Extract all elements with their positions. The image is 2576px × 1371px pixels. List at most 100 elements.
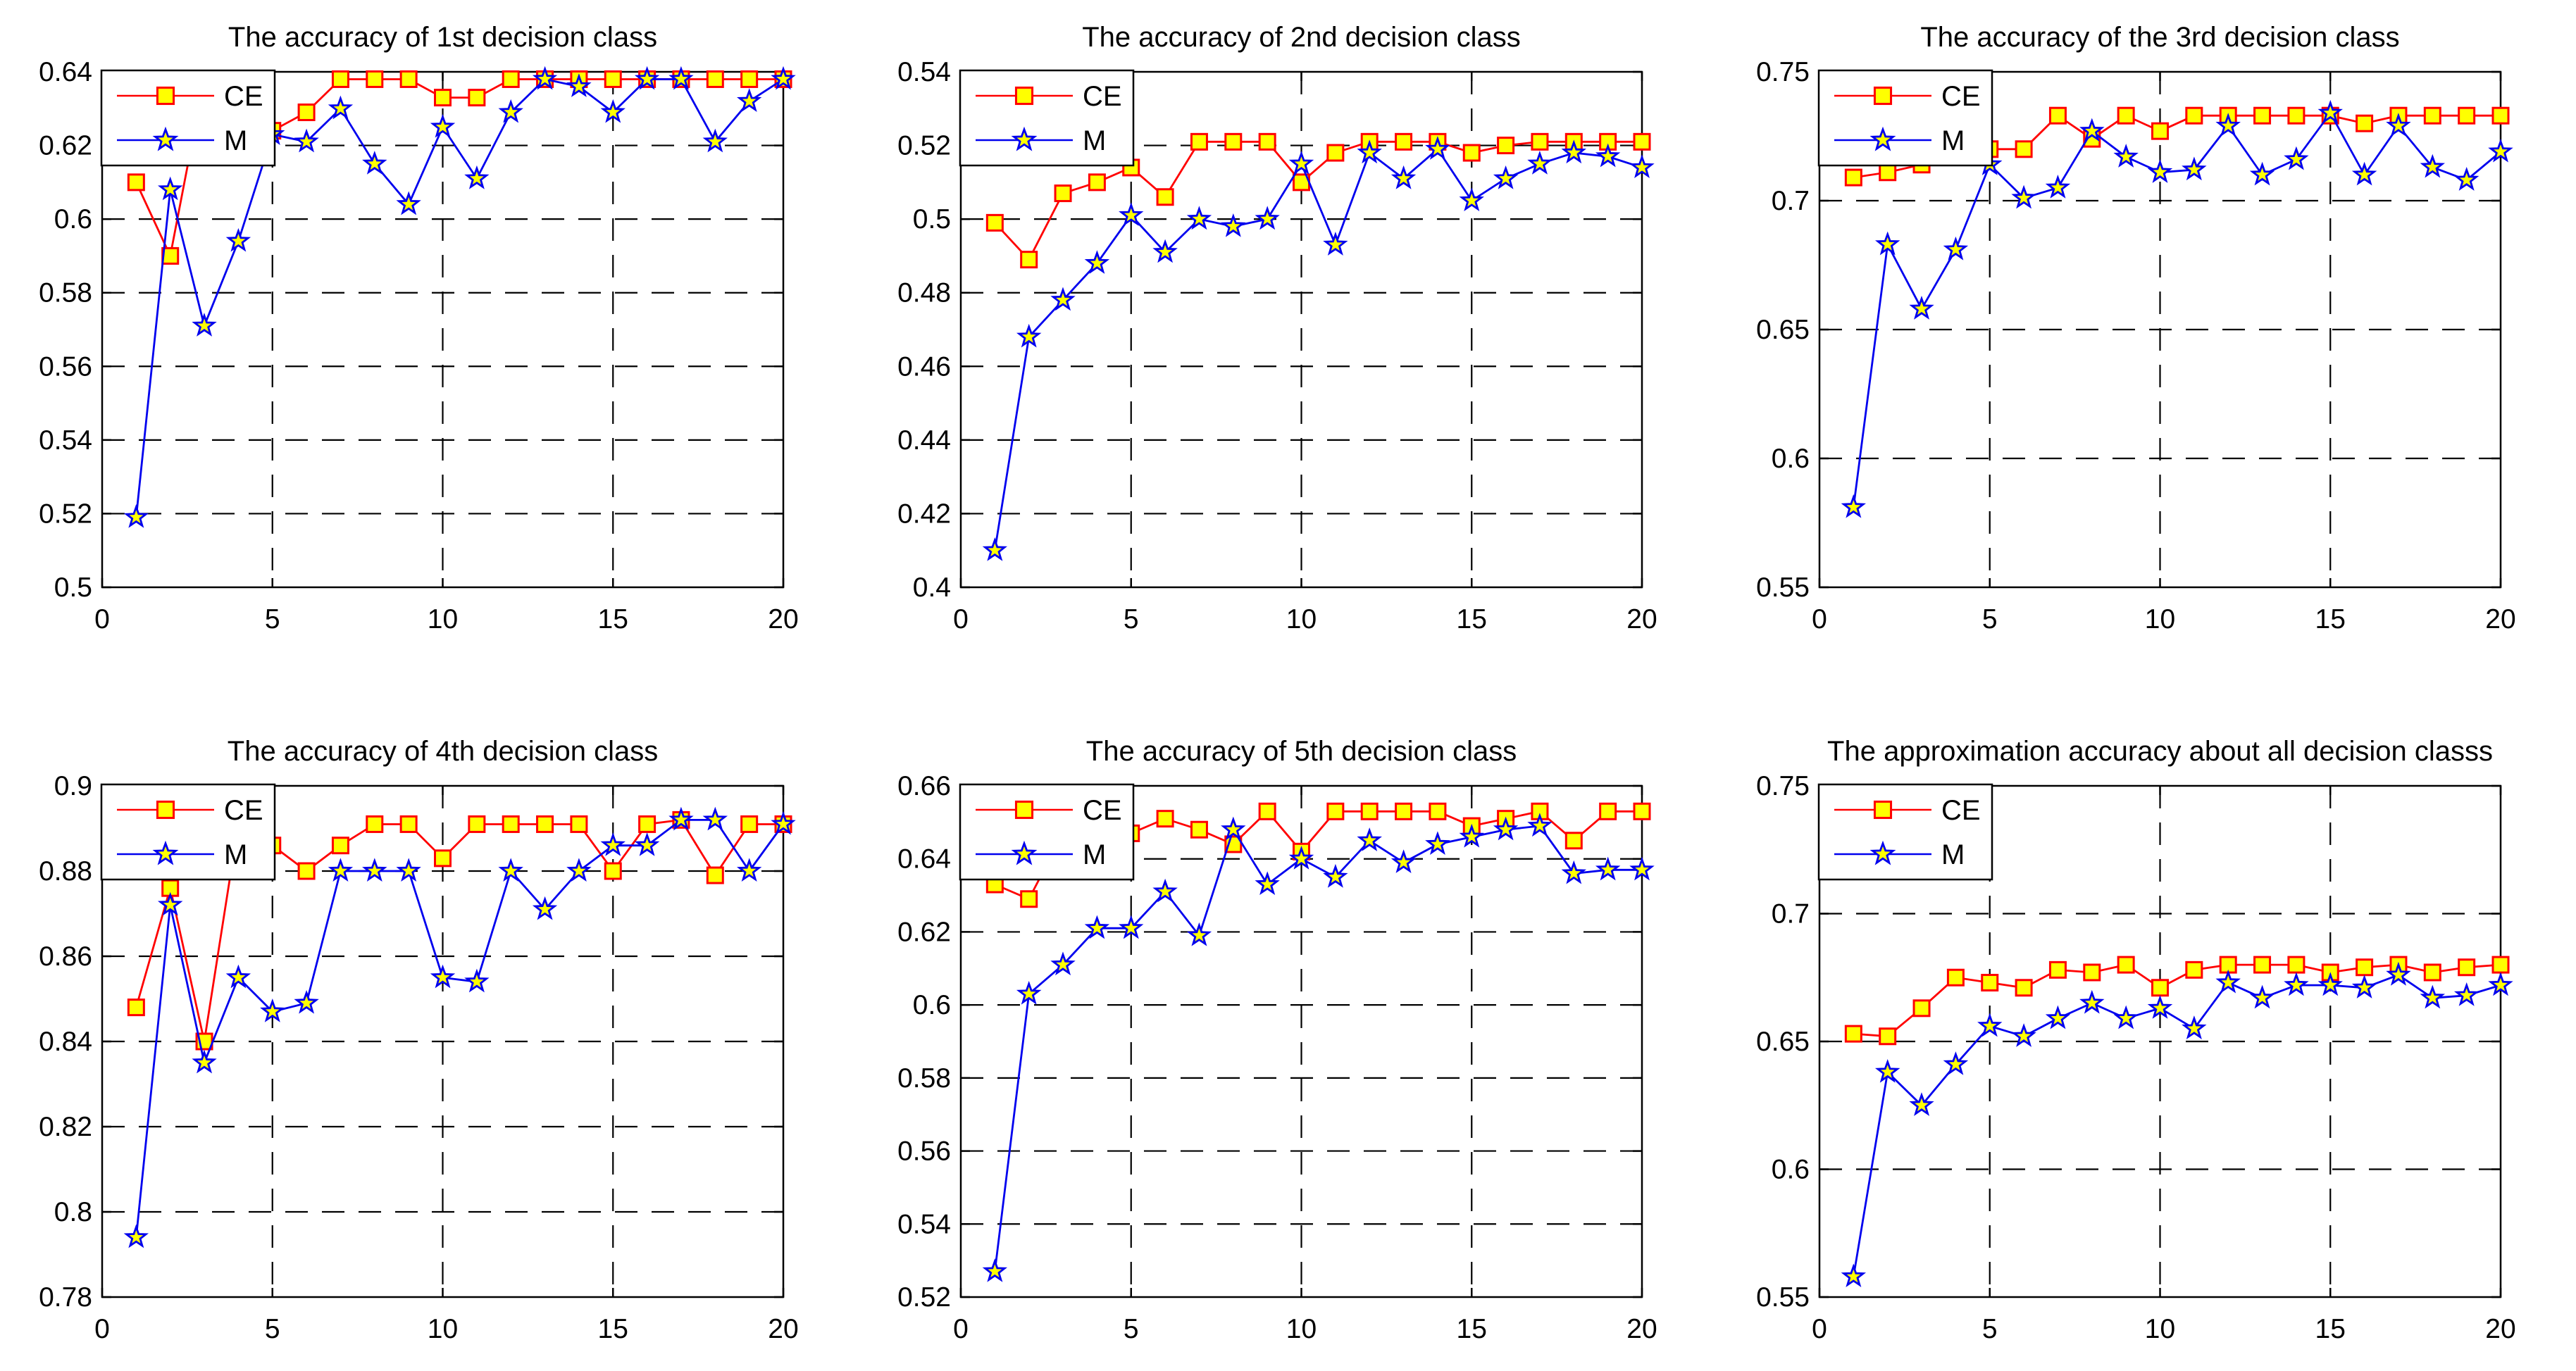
x-tick-label: 5 [265, 604, 280, 634]
legend-box: CE M [959, 69, 1135, 167]
series-m-marker [123, 1224, 149, 1248]
y-tick-label: 0.6 [913, 990, 951, 1020]
series-ce-marker [1224, 132, 1243, 151]
series-m-marker [498, 99, 523, 123]
x-tick-label: 15 [1457, 604, 1487, 634]
panel-title: The accuracy of 2nd decision class [1082, 22, 1521, 53]
series-ce-marker [1429, 802, 1447, 820]
series-ce-marker [434, 89, 452, 107]
panel-title: The accuracy of 4th decision class [228, 736, 658, 767]
x-tick-label: 5 [1124, 604, 1139, 634]
series-m-marker [1288, 846, 1314, 870]
series-m-marker [2249, 984, 2275, 1009]
panel-title: The accuracy of 1st decision class [228, 22, 657, 53]
series-ce-marker [2015, 140, 2033, 158]
legend-box: CE M [100, 783, 276, 881]
series-m-marker [1390, 849, 1417, 873]
legend-label-ce: CE [224, 795, 263, 826]
series-m-marker [702, 128, 728, 153]
series-m-marker [1874, 1058, 1900, 1083]
series-ce-marker [366, 815, 384, 833]
y-tick-label: 0.5 [913, 204, 951, 234]
legend-marker-ce [156, 86, 175, 106]
x-tick-label: 15 [598, 604, 628, 634]
series-m-marker [1357, 139, 1382, 164]
legend-label-m: M [224, 125, 247, 156]
chart-panel-2: 0 5 10 15 20 0.4 0.42 0.44 0.46 0.48 0.5 0.52 0.54 Th… [859, 0, 1717, 685]
y-tick-label: 0.66 [897, 771, 951, 801]
series-m-marker [1841, 1263, 1867, 1288]
series-m-marker [1357, 827, 1382, 851]
legend-label-ce: CE [1083, 81, 1122, 112]
y-tick-label: 0.54 [897, 57, 951, 87]
series-ce-marker [1156, 810, 1174, 828]
legend-marker-m [152, 840, 179, 865]
series-m-marker [1084, 915, 1110, 939]
series-m-marker [2488, 972, 2513, 996]
legend-label-m: M [1083, 125, 1106, 156]
series-m-marker [1119, 915, 1144, 939]
series-m-marker [1152, 239, 1178, 263]
series-m-marker [396, 191, 421, 215]
series-m-marker [1875, 231, 1900, 256]
series-ce-marker [366, 70, 384, 88]
x-tick-label: 10 [2145, 604, 2175, 634]
series-ce-marker [570, 815, 588, 833]
series-ce-marker [331, 70, 349, 88]
series-m-marker [737, 88, 762, 112]
legend-label-m: M [1941, 839, 1965, 870]
y-tick-label: 0.46 [897, 351, 951, 382]
series-m-marker [430, 964, 456, 989]
y-tick-label: 0.54 [39, 425, 92, 456]
legend-marker-ce [1873, 86, 1893, 106]
y-tick-label: 0.7 [1772, 899, 1810, 929]
series-m-marker [328, 95, 354, 120]
series-ce-marker [1054, 184, 1072, 203]
series-m-marker [2317, 99, 2343, 124]
panel-title: The accuracy of 5th decision class [1086, 736, 1517, 767]
series-m-marker [1909, 296, 1934, 320]
series-m-marker [1909, 1092, 1934, 1116]
series-m-marker [2420, 984, 2446, 1009]
legend-box: CE M [1817, 783, 1993, 881]
series-ce-marker [1462, 144, 1481, 162]
y-tick-label: 0.7 [1772, 186, 1810, 216]
series-ce-marker [1326, 802, 1345, 820]
series-m-marker [2045, 175, 2071, 199]
y-tick-label: 0.55 [1756, 1282, 1810, 1313]
y-tick-label: 0.4 [913, 572, 951, 603]
series-m-marker [702, 806, 728, 831]
series-m-marker [1050, 287, 1076, 311]
y-tick-label: 0.48 [897, 278, 951, 308]
series-m-marker [1221, 816, 1246, 841]
x-tick-label: 0 [1812, 604, 1827, 634]
y-tick-label: 0.65 [1756, 315, 1810, 345]
series-ce-marker [502, 70, 520, 88]
legend-box: CE M [1817, 69, 1993, 167]
series-m-marker [1186, 206, 1212, 230]
y-tick-label: 0.88 [39, 856, 92, 887]
legend-marker-m [1869, 126, 1896, 151]
series-ce-marker [2253, 106, 2272, 125]
series-ce-marker [434, 849, 452, 868]
x-tick-label: 10 [1286, 604, 1317, 634]
series-m-marker [1493, 816, 1519, 841]
series-ce-marker [399, 70, 418, 88]
chart-svg-6: 0 5 10 15 20 0.55 0.6 0.65 0.7 0.75 The approximat… [1717, 685, 2576, 1370]
series-m-marker [294, 128, 319, 153]
x-tick-label: 20 [2485, 604, 2515, 634]
series-m-marker [1841, 494, 1866, 518]
legend-marker-m [152, 126, 179, 151]
series-m-marker [1016, 980, 1042, 1005]
y-tick-label: 0.52 [39, 499, 92, 529]
series-m-marker [600, 832, 626, 856]
legend-label-ce: CE [1941, 81, 1981, 112]
y-tick-label: 0.56 [897, 1137, 951, 1167]
series-ce-marker [1946, 968, 1965, 987]
series-ce-marker [638, 815, 657, 833]
series-ce-marker [604, 862, 622, 880]
series-m-marker [1288, 151, 1314, 175]
series-ce-marker [740, 70, 759, 88]
series-m-marker [1629, 856, 1655, 881]
